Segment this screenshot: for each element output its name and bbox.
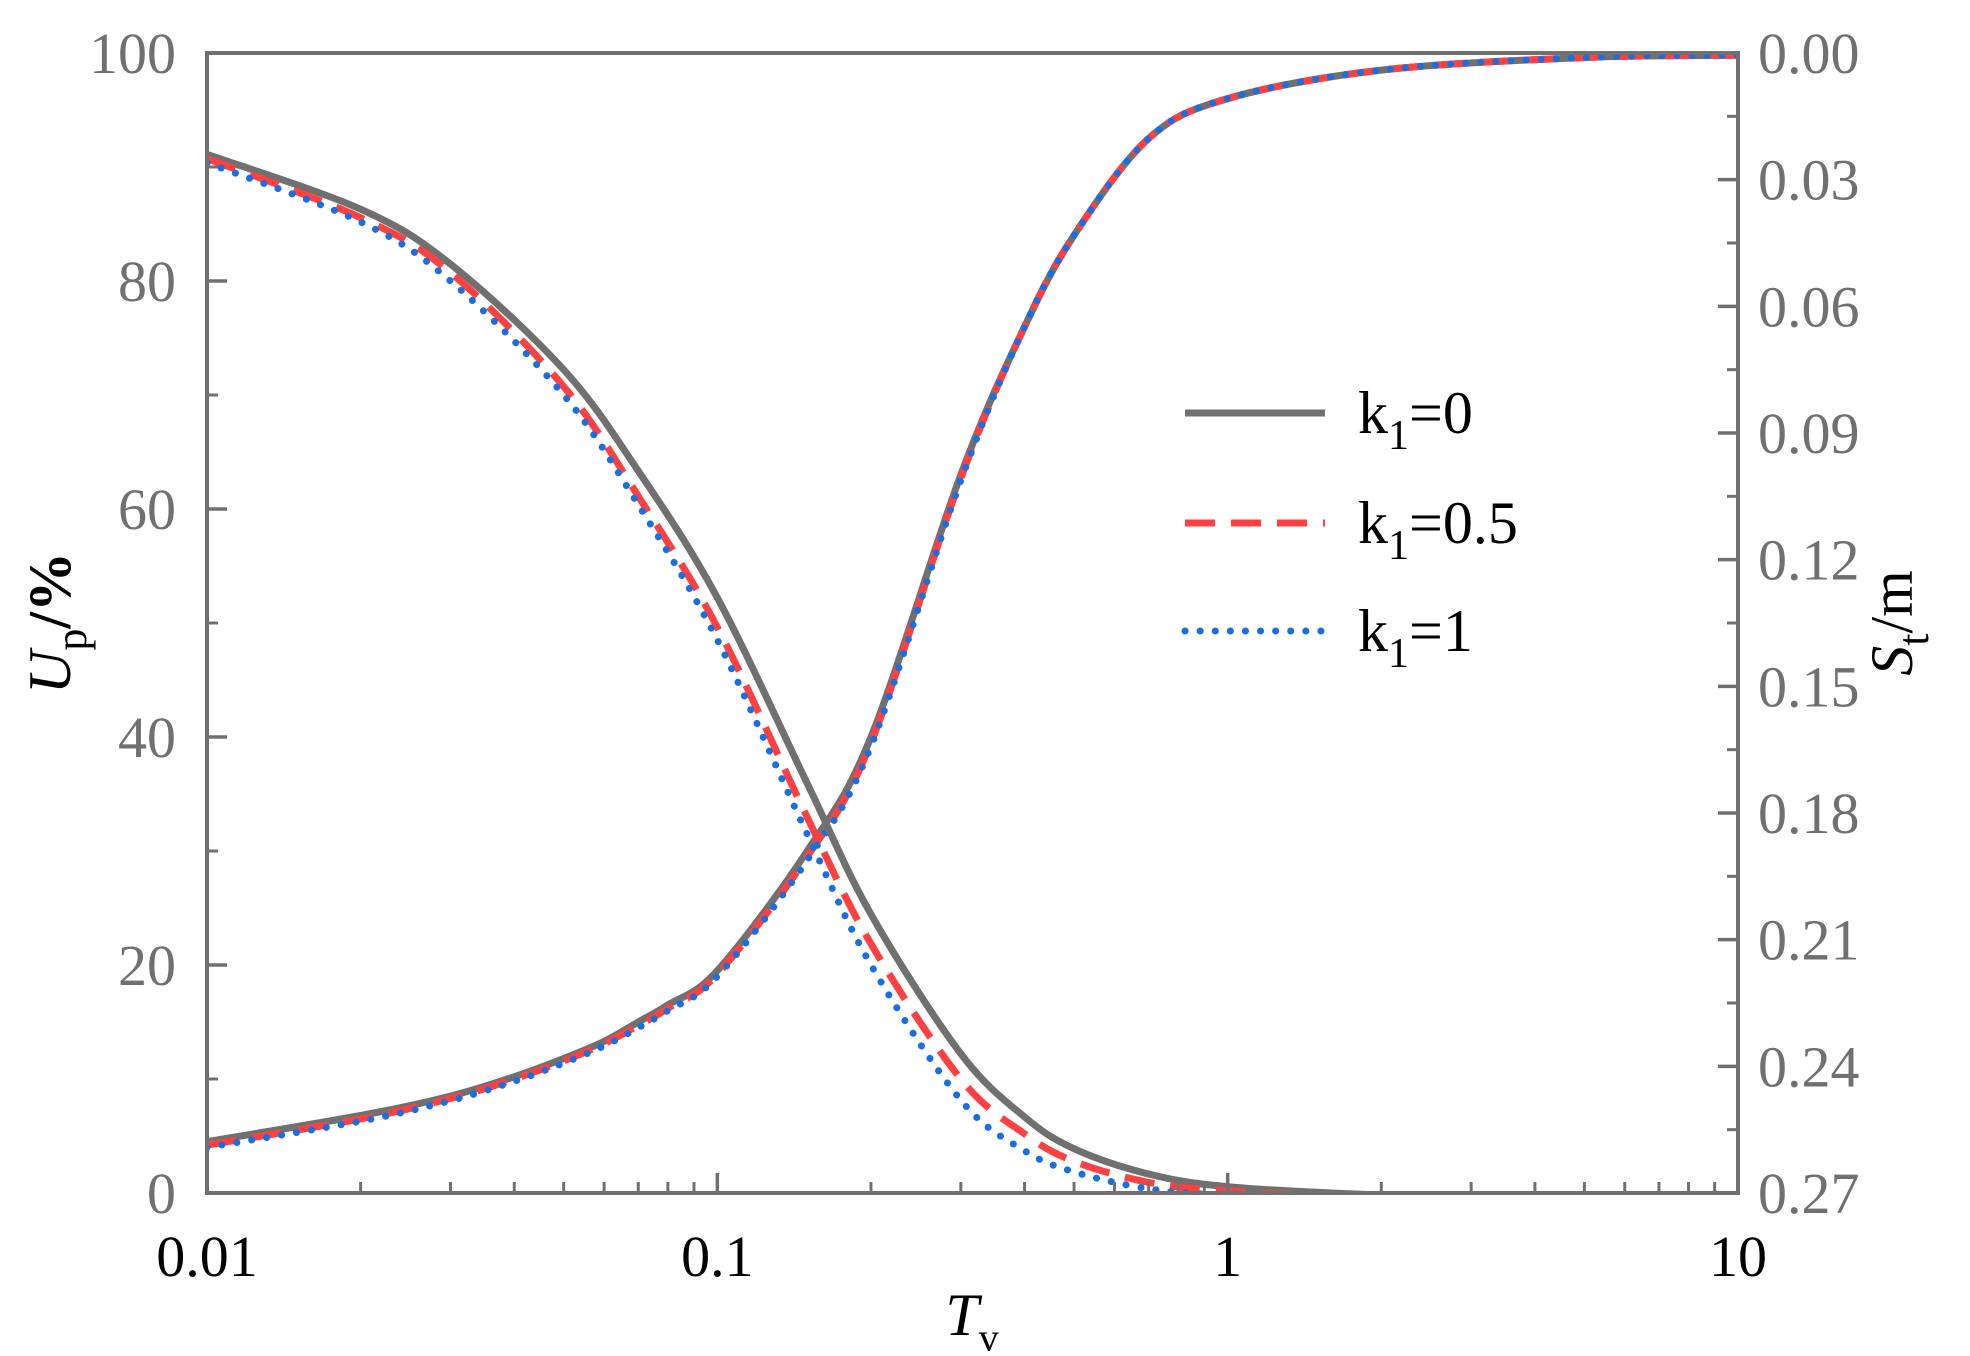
x-axis-title-sub: v [979,1315,999,1351]
y-right-tick-label: 0.00 [1758,21,1860,86]
legend-label-sub: 1 [1388,523,1409,569]
y-right-tick-label: 0.27 [1758,1161,1860,1226]
y-right-tick-label: 0.03 [1758,148,1860,213]
x-axis-title: Tv [945,1282,998,1351]
x-tick-label: 0.1 [681,1224,754,1289]
legend-label-0: k1=0 [1358,380,1473,459]
y-left-tick-label: 60 [118,477,176,542]
plot-area [207,53,1738,1193]
series-line-3-right-axis [207,151,1422,1193]
y-right-axis-title-sub: t [1889,634,1938,646]
y-left-axis-title: Up/% [17,552,96,694]
y-right-tick-label: 0.09 [1758,401,1860,466]
plot-frame [205,51,1740,1195]
y-right-axis-title-rest: /m [1859,570,1925,633]
y-right-tick-label: 0.12 [1758,528,1860,593]
y-left-tick-label: 80 [118,249,176,314]
y-left-axis-title-rest: /% [17,552,83,630]
y-left-axis-title-sub: p [47,629,96,651]
legend-label-sub: 1 [1388,631,1409,677]
y-right-tick-label: 0.06 [1758,274,1860,339]
series-line-0-left-axis [207,53,1738,1146]
legend: k1=0k1=0.5k1=1 [1181,380,1518,677]
y-right-tick-label: 0.21 [1758,908,1860,973]
y-left-tick-label: 40 [118,705,176,770]
x-axis-title-main: T [945,1282,982,1348]
y-left-tick-label: 0 [147,1161,176,1226]
y-right-tick-label: 0.24 [1758,1034,1860,1099]
series-line-4-right-axis [207,155,1357,1193]
series-line-5-right-axis [207,159,1264,1193]
x-tick-label: 0.01 [156,1224,258,1289]
legend-label-suffix: =0 [1409,380,1473,446]
y-left-axis-title-main: U [17,647,83,694]
series-line-1-left-axis [207,53,1738,1149]
legend-label-suffix: =1 [1409,598,1473,664]
legend-label-2: k1=1 [1358,598,1473,677]
series-line-2-left-axis [207,53,1738,1151]
legend-label-1: k1=0.5 [1358,490,1518,569]
y-right-axis-title: St/m [1859,570,1938,676]
legend-label-prefix: k [1358,490,1388,556]
y-right-tick-label: 0.15 [1758,654,1860,719]
x-tick-label: 1 [1213,1224,1242,1289]
x-tick-label: 10 [1709,1224,1767,1289]
legend-label-prefix: k [1358,598,1388,664]
y-left-tick-label: 100 [89,21,176,86]
legend-label-suffix: =0.5 [1409,490,1518,556]
legend-label-prefix: k [1358,380,1388,446]
y-left-tick-label: 20 [118,933,176,998]
legend-label-sub: 1 [1388,413,1409,459]
y-right-axis-title-main: S [1859,646,1925,676]
y-right-tick-label: 0.18 [1758,781,1860,846]
series-group [207,53,1738,1193]
